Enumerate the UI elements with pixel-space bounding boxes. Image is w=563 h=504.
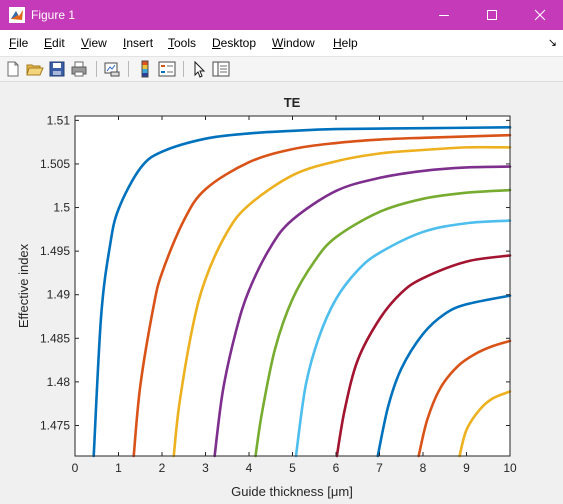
window-title: Figure 1 [31,8,76,22]
colorbar-icon[interactable] [136,60,154,78]
link-plot-icon[interactable] [103,60,121,78]
series-layer [92,126,512,458]
toolbar-separator [128,61,129,77]
print-icon[interactable] [70,60,88,78]
maximize-button[interactable] [469,0,515,30]
x-tick-label: 7 [376,461,383,475]
y-tick-label: 1.5 [53,201,70,215]
y-tick-label: 1.495 [40,244,70,258]
series-line-mode-0 [92,126,512,458]
series-line-mode-7 [376,294,512,458]
dock-arrow-icon[interactable]: ↘ [547,37,557,49]
new-figure-icon[interactable] [4,60,22,78]
x-tick-label: 0 [72,461,79,475]
x-tick-label: 6 [333,461,340,475]
minimize-icon [439,15,449,16]
close-button[interactable] [517,0,563,30]
x-tick-label: 4 [246,461,253,475]
save-icon[interactable] [48,60,66,78]
close-icon [534,9,546,21]
menu-bar: File Edit View Insert Tools Desktop Wind… [0,30,563,57]
series-line-mode-8 [417,339,512,458]
x-tick-label: 8 [420,461,427,475]
minimize-button[interactable] [421,0,467,30]
y-tick-label: 1.51 [47,113,71,127]
toolbar-separator [183,61,184,77]
figure-toolbar [0,57,563,82]
menu-tools[interactable]: Tools [168,36,197,50]
title-bar: Figure 1 [0,0,563,30]
x-tick-label: 3 [202,461,209,475]
menu-help[interactable]: Help [333,36,358,50]
menu-desktop[interactable]: Desktop [212,36,257,50]
maximize-icon [487,10,497,20]
y-axis-label: Effective index [16,243,31,328]
matlab-icon [9,7,25,23]
menu-view[interactable]: View [81,36,107,50]
toolbar-separator [96,61,97,77]
series-line-mode-5 [294,219,512,458]
y-tick-label: 1.485 [40,331,70,345]
y-tick-label: 1.49 [47,288,71,302]
chart-title: TE [284,95,301,110]
open-file-icon[interactable] [26,60,44,78]
series-line-mode-1 [132,133,512,458]
x-axis-label: Guide thickness [μm] [231,484,353,499]
menu-file[interactable]: File [9,36,29,50]
series-line-mode-9 [458,390,512,458]
te-mode-chart: TE 0 1 2 3 4 5 6 7 8 9 10 1.475 1.48 1.485 1.49 1.495 1.… [16,95,517,499]
y-tick-label: 1.505 [40,157,70,171]
x-tick-label: 2 [159,461,166,475]
series-line-mode-6 [335,254,512,458]
y-tick-label: 1.475 [40,418,70,432]
ticks-layer: 0 1 2 3 4 5 6 7 8 9 10 1.475 1.48 1.485 1.49 1.495 1.5 1.… [40,113,517,475]
x-tick-label: 9 [463,461,470,475]
property-inspector-icon[interactable] [212,60,230,78]
legend-icon[interactable] [158,60,176,78]
y-tick-label: 1.48 [47,375,71,389]
x-tick-label: 5 [289,461,296,475]
x-tick-label: 1 [115,461,122,475]
series-line-mode-3 [213,165,512,458]
x-tick-label: 10 [503,461,517,475]
plot-area[interactable] [75,116,510,456]
edit-plot-icon[interactable] [190,60,208,78]
menu-window[interactable]: Window [272,36,315,50]
series-line-mode-4 [254,188,512,458]
menu-insert[interactable]: Insert [123,36,154,50]
menu-edit[interactable]: Edit [44,36,65,50]
series-line-mode-2 [172,145,512,458]
